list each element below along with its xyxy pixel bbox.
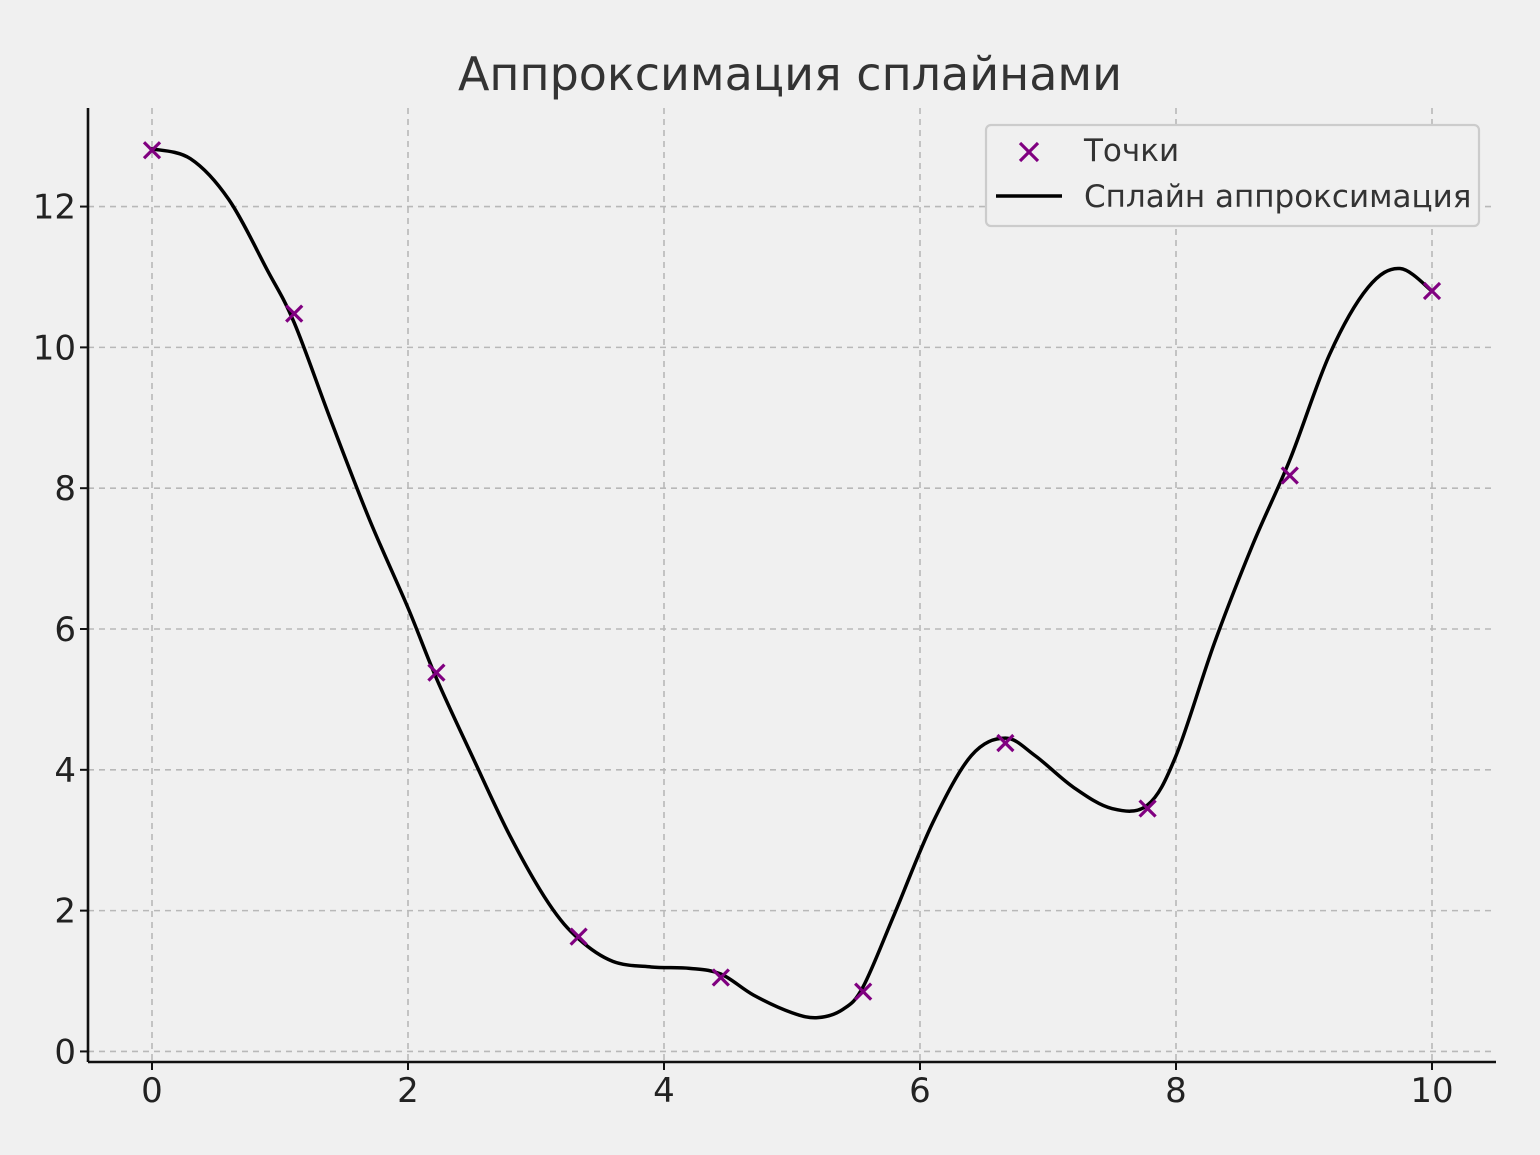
y-tick-label: 10 (33, 328, 76, 368)
spline-line (150, 147, 1434, 1020)
x-tick-label: 4 (653, 1071, 675, 1111)
chart-title: Аппроксимация сплайнами (458, 47, 1122, 101)
data-point (1422, 281, 1442, 301)
y-tick-label: 4 (54, 751, 76, 791)
y-tick-label: 2 (54, 892, 76, 932)
data-point (427, 663, 446, 682)
axes (80, 108, 1496, 1070)
x-tick-label: 0 (141, 1071, 163, 1111)
grid (88, 108, 1496, 1062)
y-tick-label: 8 (54, 469, 76, 509)
data-point (854, 982, 873, 1001)
legend-marker-points (1018, 141, 1040, 163)
data-point (569, 927, 588, 946)
y-tick-label: 12 (33, 188, 76, 228)
data-point (1280, 466, 1299, 485)
legend-label-points: Точки (1083, 133, 1179, 169)
y-tick-label: 0 (54, 1032, 76, 1072)
data-point (711, 968, 730, 987)
series (142, 141, 1442, 1020)
legend-label-spline: Сплайн аппроксимация (1084, 179, 1471, 215)
x-tick-label: 6 (909, 1071, 931, 1111)
y-tick-labels: 0 2 4 6 8 10 12 (33, 188, 76, 1073)
x-tick-labels: 0 2 4 6 8 10 (141, 1071, 1453, 1111)
x-tick-label: 10 (1410, 1071, 1453, 1111)
legend: Точки Сплайн аппроксимация (984, 123, 1481, 228)
y-tick-label: 6 (54, 610, 76, 650)
data-point (285, 304, 304, 323)
data-point (142, 141, 162, 160)
x-tick-label: 2 (397, 1071, 419, 1111)
legend-box (984, 123, 1481, 228)
data-point (1138, 799, 1157, 818)
x-tick-label: 8 (1165, 1071, 1187, 1111)
data-point (996, 733, 1015, 753)
